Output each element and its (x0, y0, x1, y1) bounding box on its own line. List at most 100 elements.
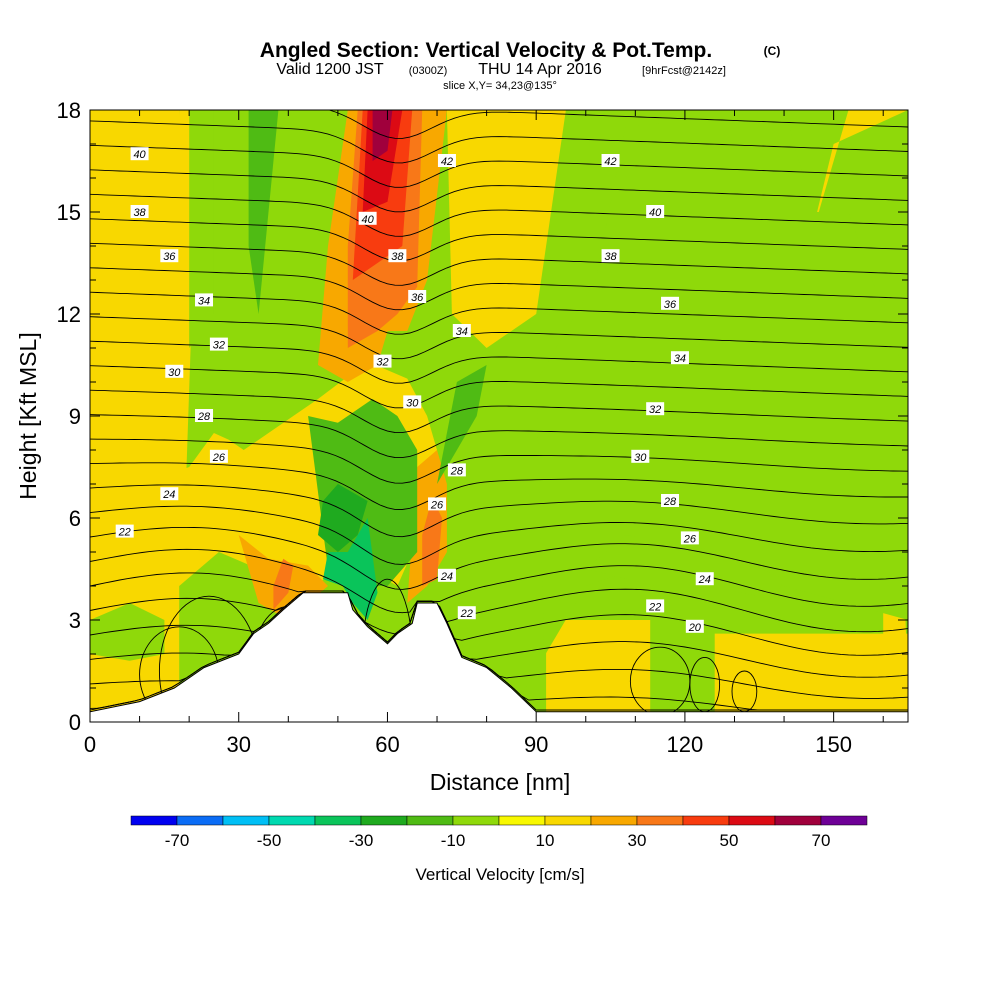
colorbar-tick-label: -50 (257, 831, 282, 850)
velocity-region-13 (422, 497, 442, 586)
valid-date: THU 14 Apr 2016 (478, 61, 602, 78)
velocity-region-23 (437, 365, 487, 484)
theta-label-bg-16 (403, 395, 422, 409)
theta-label-bg-20 (457, 606, 476, 620)
theta-label-19: 24 (440, 571, 453, 583)
colorbar-swatch-6 (406, 815, 454, 826)
theta-contour-26 (90, 526, 908, 590)
theta-label-bg-15 (373, 354, 392, 368)
theta-contour-39 (90, 218, 908, 262)
theta-label-2: 36 (163, 251, 176, 263)
theta-label-bg-11 (358, 211, 377, 225)
x-axis-title: Distance [nm] (430, 769, 571, 795)
theta-label-bg-12 (388, 249, 407, 263)
theta-contour-43 (90, 120, 908, 164)
y-axis-title: Height [Kft MSL] (15, 332, 41, 499)
velocity-region-2 (446, 110, 566, 348)
theta-contour-30 (90, 438, 908, 484)
colorbar-tick-label: -70 (165, 831, 190, 850)
colorbar-tick-label: 50 (720, 831, 739, 850)
colorbar: -70 -50 -30 -10 10 30 50 70 (130, 815, 868, 850)
theta-label-20: 22 (460, 608, 473, 620)
colorbar-swatch-5 (360, 815, 408, 826)
colorbar-tick-label: 30 (628, 831, 647, 850)
y-tick-label: 12 (57, 302, 81, 327)
theta-label-bg-13 (408, 290, 427, 303)
theta-label-10: 42 (441, 156, 453, 168)
theta-label-30: 24 (698, 574, 711, 586)
velocity-region-25 (323, 518, 378, 620)
colorbar-swatch-3 (268, 815, 316, 826)
theta-label-bg-27 (631, 449, 650, 463)
colorbar-swatch-8 (498, 815, 546, 826)
theta-label-bg-26 (646, 402, 665, 416)
velocity-region-12 (273, 558, 294, 610)
theta-label-bg-14 (452, 324, 471, 337)
theta-label-6: 28 (197, 411, 211, 423)
theta-contour-44 (327, 110, 908, 139)
chart-title: Angled Section: Vertical Velocity & Pot.… (260, 39, 712, 62)
colorbar-swatch-4 (314, 815, 362, 826)
velocity-region-20 (90, 603, 165, 661)
velocity-region-24 (318, 484, 368, 552)
theta-label-8: 24 (162, 489, 175, 501)
theta-contour-25 (90, 548, 908, 614)
theta-label-bg-21 (601, 154, 620, 167)
theta-label-9: 22 (118, 527, 131, 539)
theta-label-bg-3 (195, 293, 214, 307)
colorbar-swatch-7 (452, 815, 500, 826)
theta-label-bg-31 (646, 599, 665, 613)
theta-label-24: 36 (664, 299, 677, 311)
colorbar-swatch-11 (636, 815, 684, 826)
theta-label-3: 34 (198, 295, 210, 307)
theta-label-21: 42 (604, 156, 616, 168)
theta-label-22: 40 (649, 207, 662, 219)
theta-label-bg-30 (695, 572, 714, 586)
theta-label-13: 36 (411, 292, 424, 304)
colorbar-swatch-2 (222, 815, 270, 826)
theta-label-4: 32 (213, 340, 225, 352)
y-tick-label: 0 (69, 710, 81, 735)
axis-ticks (89, 109, 908, 723)
velocity-region-1 (164, 110, 209, 552)
theta-label-5: 30 (168, 367, 181, 379)
y-tick-label: 6 (69, 506, 81, 531)
theta-contour-40 (90, 193, 908, 237)
title-block: Angled Section: Vertical Velocity & Pot.… (260, 39, 781, 92)
theta-contour-28 (90, 484, 908, 538)
theta-label-1: 38 (133, 207, 146, 219)
velocity-region-21 (248, 110, 279, 314)
theta-label-bg-19 (437, 568, 456, 582)
velocity-region-3 (808, 110, 908, 246)
terrain (90, 592, 908, 722)
theta-label-bg-9 (115, 524, 134, 538)
copyright-mark: (C) (764, 44, 781, 58)
theta-label-bg-32 (685, 619, 704, 633)
theta-label-bg-0 (130, 147, 149, 161)
x-tick-label: 120 (667, 732, 704, 757)
theta-contour-35 (90, 316, 908, 360)
y-tick-label: 3 (69, 608, 81, 633)
theta-label-bg-8 (160, 487, 179, 501)
valid-time: Valid 1200 JST (276, 61, 384, 78)
theta-contour-31 (90, 414, 908, 459)
colorbar-tick-label: 70 (812, 831, 831, 850)
velocity-region-17 (189, 110, 214, 348)
terrain-profile (90, 592, 908, 722)
theta-label-bg-24 (661, 296, 680, 310)
colorbar-swatch-14 (774, 815, 822, 826)
theta-label-bg-2 (160, 249, 179, 263)
colorbar-title: Vertical Velocity [cm/s] (415, 865, 584, 884)
theta-label-16: 30 (406, 397, 419, 409)
theta-label-bg-25 (670, 351, 689, 365)
colorbar-swatch-0 (130, 815, 178, 826)
theta-contour-41 (90, 169, 908, 213)
theta-label-7: 26 (212, 452, 226, 464)
theta-label-32: 20 (688, 622, 702, 634)
y-tick-label: 18 (57, 98, 81, 123)
theta-label-23: 38 (604, 251, 617, 263)
forecast-info: [9hrFcst@2142z] (642, 65, 726, 77)
theta-label-0: 40 (133, 149, 146, 161)
theta-label-bg-7 (209, 449, 228, 463)
